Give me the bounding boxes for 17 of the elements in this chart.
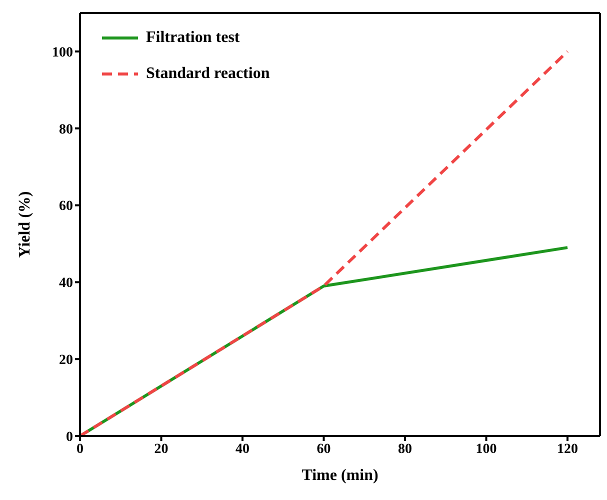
x-tick-label: 20 <box>154 442 168 457</box>
y-tick-label: 40 <box>59 276 73 292</box>
x-tick-label: 60 <box>316 442 331 457</box>
y-tick-label: 60 <box>59 199 73 214</box>
x-tick-label: 80 <box>398 442 412 457</box>
y-axis-title: Yield (%) <box>16 191 34 258</box>
x-tick-label: 0 <box>76 442 84 457</box>
y-tick-label: 0 <box>66 430 73 445</box>
legend-label: Filtration test <box>146 29 240 47</box>
x-tick-label: 100 <box>476 442 497 457</box>
y-tick-label: 20 <box>59 353 73 368</box>
legend-label: Standard reaction <box>146 65 270 83</box>
x-tick-label: 40 <box>236 442 250 457</box>
y-tick-label: 80 <box>59 122 73 138</box>
y-tick-label: 100 <box>52 45 73 60</box>
x-axis-title: Time (min) <box>302 467 378 484</box>
x-tick-label: 120 <box>557 442 578 457</box>
